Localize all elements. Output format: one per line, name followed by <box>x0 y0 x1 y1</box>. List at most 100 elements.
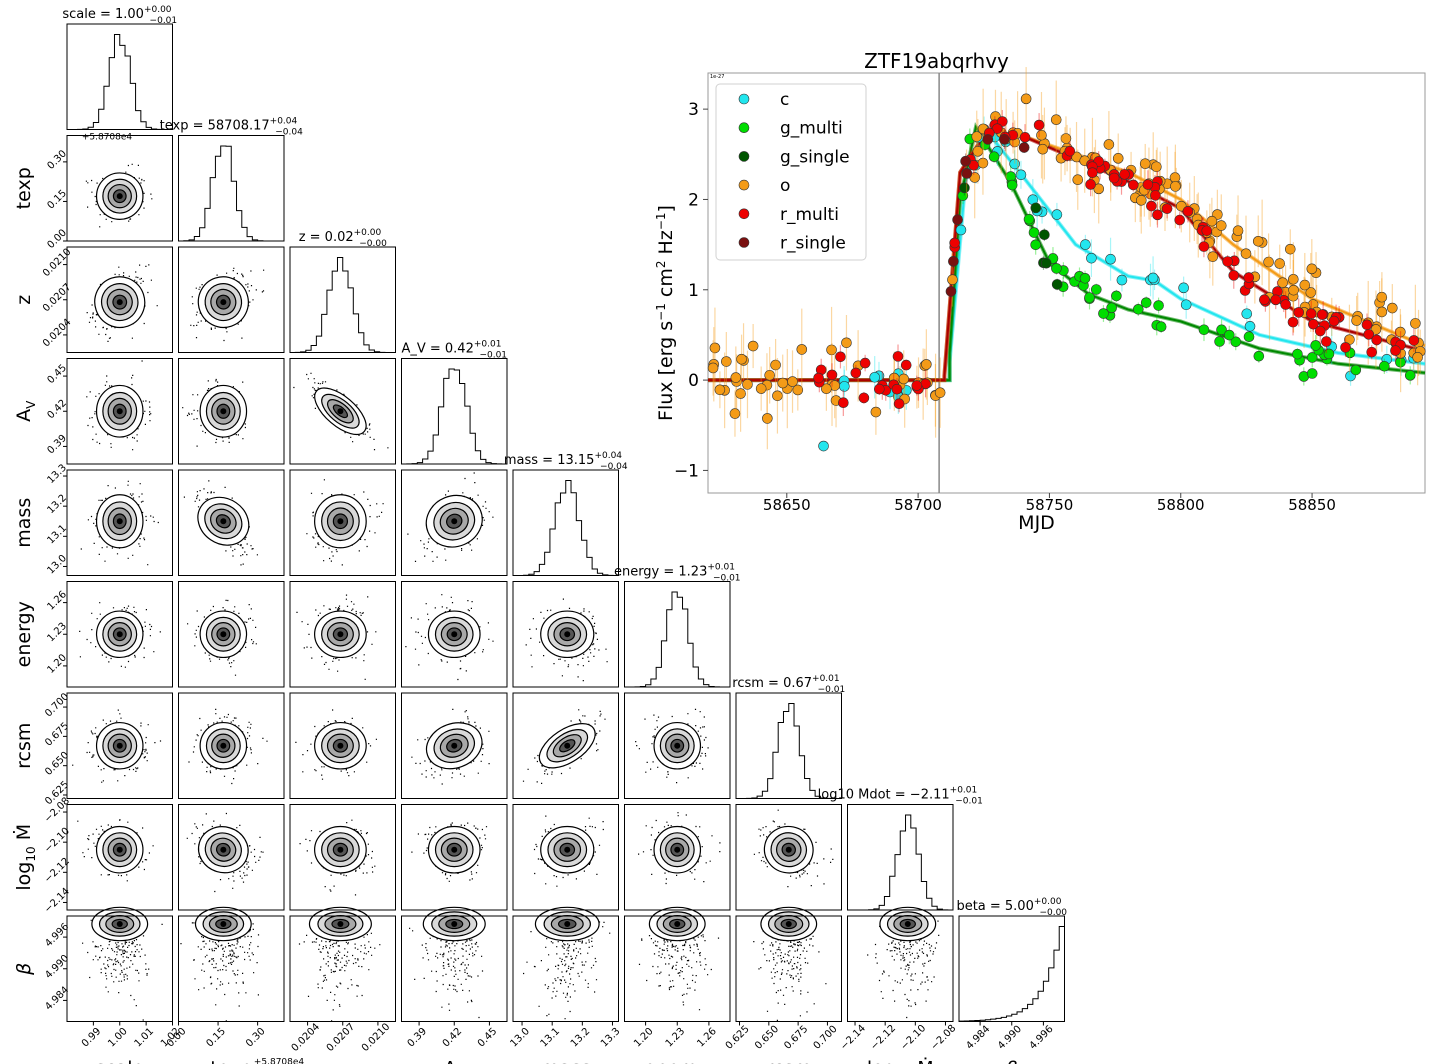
ylabel-logMdot: log10 Ṁ <box>12 824 38 891</box>
xtick-label-Av: 0.45 <box>476 1026 500 1050</box>
ylabel-rcsm: rcsm <box>13 723 35 769</box>
panel-scale-rcsm <box>66 692 173 799</box>
contour-core <box>904 921 911 927</box>
xtick-label-rcsm: 0.625 <box>724 1024 752 1052</box>
xtick-label-rcsm: 0.700 <box>812 1024 840 1052</box>
panel-z-rcsm <box>289 692 396 799</box>
ytick-label-energy: 1.26 <box>45 589 69 613</box>
yoffset-texp: +5.8708e4 <box>82 133 133 143</box>
ytick-label-Av: 0.45 <box>45 363 69 387</box>
ylabel-mass: mass <box>13 498 35 548</box>
xtick-label-z: 0.0210 <box>360 1021 393 1054</box>
xlabel-Av: AV <box>444 1058 466 1064</box>
hist-steps-energy <box>624 591 731 688</box>
contour-core <box>116 846 123 853</box>
hist-steps-mass <box>512 480 619 576</box>
contour-core <box>220 921 227 927</box>
panel-scale-Av <box>66 358 173 465</box>
ytick-label-mass: 13.3 <box>45 462 69 486</box>
panel-border <box>401 804 508 911</box>
ytick-label-mass: 13.1 <box>45 523 69 547</box>
xtick-label-scale: 1.00 <box>106 1026 130 1050</box>
contour-core <box>785 846 792 853</box>
ylabel-energy: energy <box>13 601 35 667</box>
panel-mass-rcsm <box>512 692 619 799</box>
xtick-label-logMdot: −2.08 <box>929 1023 958 1052</box>
xtick-label-rcsm: 0.650 <box>753 1024 781 1052</box>
panel-border <box>735 915 842 1022</box>
contour-core <box>451 921 458 927</box>
panel-texp-Av <box>178 358 285 465</box>
hist-title-scale: scale = 1.00+0.00 −0.01 <box>62 5 177 26</box>
ytick-label-Av: 0.39 <box>45 433 69 457</box>
xlabel-z: z <box>338 1058 348 1064</box>
panel-border <box>512 469 619 576</box>
xtick-label-energy: 1.20 <box>632 1026 656 1050</box>
panel-border <box>289 469 396 576</box>
panel-border <box>178 915 285 1022</box>
hist-frame-Av <box>401 358 508 465</box>
contour-core <box>220 518 227 525</box>
ytick-label-mass: 13.2 <box>45 493 69 517</box>
hist-title-logMdot: log10 Mdot = −2.11+0.01 −0.01 <box>818 786 983 807</box>
xtick-label-logMdot: −2.12 <box>869 1023 898 1052</box>
contour-core <box>785 921 792 927</box>
xtick-label-Av: 0.42 <box>441 1026 465 1050</box>
xtick-label-rcsm: 0.675 <box>782 1024 810 1052</box>
contour-core <box>564 742 571 749</box>
panel-border <box>178 581 285 688</box>
panel-scale-z <box>66 246 173 353</box>
panel-border <box>66 135 173 242</box>
contour-core <box>220 742 227 749</box>
contour-core <box>220 631 227 638</box>
contour-core <box>564 846 571 853</box>
hist-steps-Av <box>401 368 508 465</box>
panel-scale-beta <box>66 906 173 1022</box>
panel-border <box>178 358 285 465</box>
contour-core <box>220 408 227 415</box>
xtick-label-texp: 0.15 <box>205 1026 229 1050</box>
xtick-label-Av: 0.39 <box>406 1026 430 1050</box>
panel-z-logMdot <box>289 804 396 911</box>
panel-Av-rcsm <box>401 692 508 799</box>
xlabel-texp: texp <box>210 1058 252 1064</box>
ytick-label-texp: 0.15 <box>45 188 69 212</box>
contour-core <box>451 742 458 749</box>
contour-core <box>337 742 344 749</box>
ylabel-z: z <box>13 295 35 305</box>
ytick-label-energy: 1.20 <box>45 652 69 676</box>
hist-steps-beta <box>958 926 1065 1022</box>
panel-border <box>512 915 619 1022</box>
panel-z-Av <box>289 358 396 465</box>
hist-title-Av: A_V = 0.42+0.01 −0.01 <box>401 340 507 361</box>
contour-core <box>116 193 123 200</box>
panel-z-mass <box>289 469 396 576</box>
contour-core <box>337 631 344 638</box>
panel-border <box>735 692 842 799</box>
xtick-label-beta: 4.996 <box>1028 1024 1056 1052</box>
contour-core <box>220 846 227 853</box>
panel-border <box>401 581 508 688</box>
panel-mass-beta <box>512 906 619 1022</box>
xtick-label-z: 0.0204 <box>290 1021 323 1054</box>
panel-scale-mass <box>66 469 173 576</box>
panel-mass-logMdot <box>512 804 619 911</box>
panel-border <box>401 358 508 465</box>
panel-border <box>847 915 954 1022</box>
panel-border <box>401 469 508 576</box>
panel-border <box>178 804 285 911</box>
ytick-label-texp: 0.30 <box>45 148 69 172</box>
contour-core <box>337 408 344 415</box>
contour-core <box>116 921 123 927</box>
contour-core <box>116 742 123 749</box>
ytick-label-energy: 1.23 <box>45 621 69 645</box>
panel-logMdot-beta <box>847 906 954 1022</box>
panel-Av-logMdot <box>401 804 508 911</box>
hist-title-beta: beta = 5.00+0.00 −0.00 <box>956 897 1067 918</box>
hist-title-mass: mass = 13.15+0.04 −0.04 <box>504 451 628 472</box>
panel-energy-rcsm <box>624 692 731 799</box>
panel-border <box>178 135 285 242</box>
panel-border <box>512 692 619 799</box>
panel-texp-rcsm <box>178 692 285 799</box>
